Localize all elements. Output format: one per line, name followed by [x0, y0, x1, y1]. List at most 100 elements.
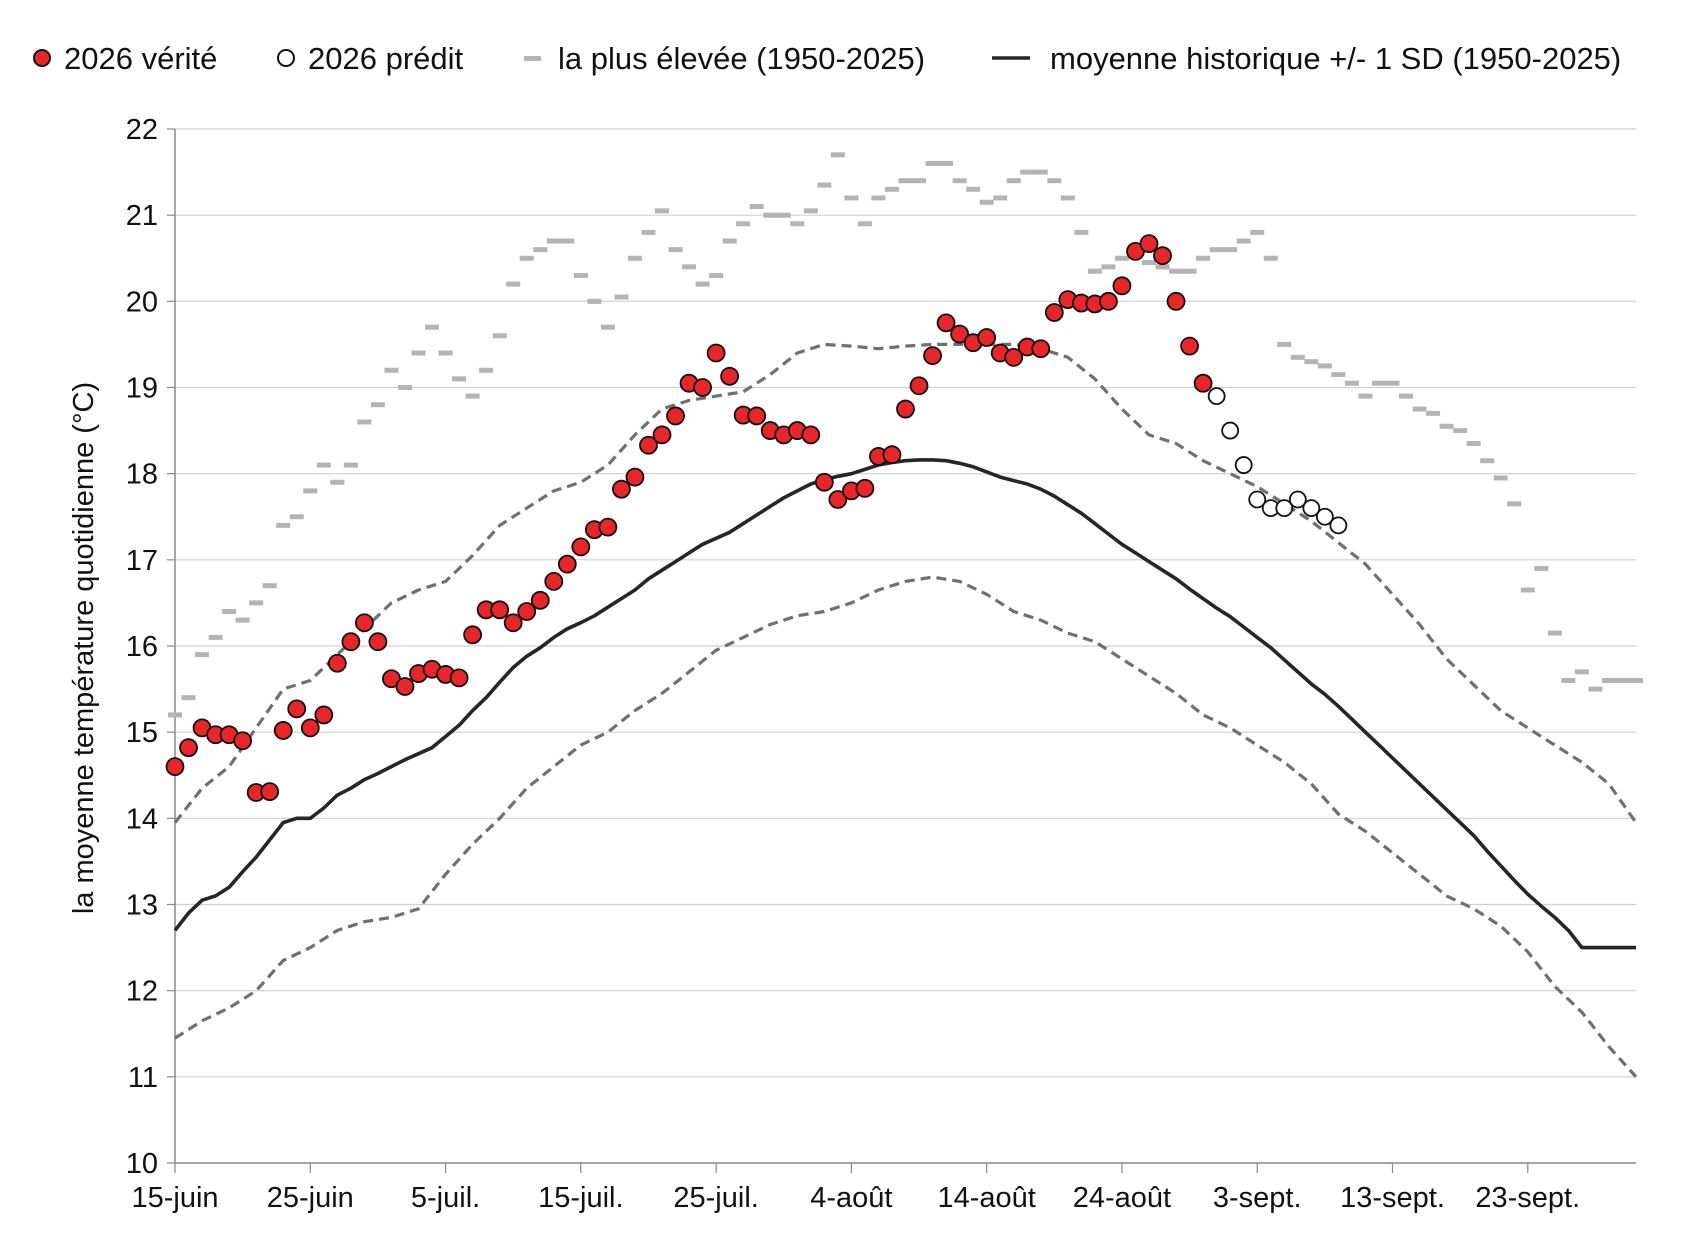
record-dash: [479, 367, 494, 373]
predicted-point: [1329, 516, 1348, 535]
record-dash: [912, 178, 927, 184]
observed-point: [814, 472, 834, 492]
x-tick-label: 5-juil.: [411, 1182, 480, 1214]
record-dash: [627, 255, 642, 261]
x-axis-ticks: 15-juin 25-juin 5-juil. 15-juil. 25-juil. 4-a…: [131, 1163, 1580, 1214]
record-dash: [425, 324, 440, 330]
observed-point: [1139, 234, 1159, 254]
record-dash: [614, 294, 629, 300]
record-dash: [790, 221, 805, 227]
observed-point: [693, 378, 712, 397]
record-dash: [1371, 380, 1386, 386]
y-axis-ticks: 10 11 12 13 14 15 16 17 18 19 20 21 22: [126, 114, 175, 1180]
record-dash: [1493, 475, 1508, 481]
record-dash: [1601, 677, 1616, 683]
record-dash: [857, 221, 872, 227]
observed-point: [598, 517, 618, 537]
record-dash: [817, 182, 832, 188]
record-dash: [384, 367, 399, 373]
legend-label-record: la plus élevée (1950-2025): [558, 41, 925, 76]
y-tick-label: 14: [126, 803, 158, 835]
grid: [174, 128, 1636, 1164]
record-dash: [492, 333, 507, 339]
y-tick-label: 19: [126, 373, 158, 405]
observed-point: [517, 602, 537, 621]
legend: 2026 vérité 2026 prédit la plus élevée (…: [33, 41, 1621, 76]
x-tick-label: 4-août: [810, 1182, 892, 1214]
record-dash: [1520, 587, 1535, 593]
record-dash: [1020, 169, 1035, 175]
predicted-point: [1234, 456, 1253, 474]
record-dash: [1006, 178, 1021, 184]
record-dash: [1087, 268, 1102, 274]
predicted-point: [1315, 507, 1334, 526]
y-tick-label: 18: [126, 459, 158, 491]
record-dash: [1615, 677, 1630, 683]
observed-point: [260, 782, 280, 802]
record-dash: [438, 350, 453, 356]
record-dash: [370, 402, 385, 408]
record-dash: [1074, 229, 1089, 235]
y-tick-label: 13: [126, 890, 158, 922]
record-dash: [1629, 677, 1643, 683]
record-dash: [1399, 393, 1414, 399]
observed-point: [287, 699, 307, 719]
record-dash: [966, 186, 981, 192]
x-tick-label: 25-juin: [267, 1182, 354, 1214]
record-dash: [1561, 677, 1576, 683]
observed-point: [909, 376, 929, 396]
record-dash: [357, 419, 372, 425]
legend-marker-observed: [33, 49, 51, 67]
x-tick-label: 14-août: [937, 1182, 1035, 1214]
observed-point: [1153, 246, 1172, 266]
record-dash: [343, 462, 358, 468]
predicted-point: [1221, 421, 1240, 440]
record-dash: [952, 178, 967, 184]
x-tick-label: 3-sept.: [1213, 1182, 1302, 1214]
sd-band-line: [174, 575, 1638, 1078]
record-dash: [600, 324, 615, 330]
observed-point: [449, 668, 469, 688]
x-tick-label: 15-juin: [131, 1182, 218, 1214]
observed-point: [977, 328, 997, 347]
record-dash: [1426, 410, 1441, 416]
record-dash: [573, 272, 588, 278]
observed-point: [882, 445, 902, 465]
observed-point: [1166, 291, 1186, 311]
observed-point: [395, 677, 415, 696]
observed-point: [936, 313, 956, 333]
observed-point: [855, 478, 875, 498]
record-dash: [1277, 341, 1292, 347]
record-dash: [722, 238, 737, 244]
observed-point: [1180, 336, 1199, 356]
record-dash: [763, 212, 778, 218]
record-dash: [1223, 247, 1238, 253]
legend-label-observed: 2026 vérité: [64, 41, 217, 76]
observed-point: [706, 343, 726, 363]
record-dash: [1196, 255, 1211, 261]
record-dash: [289, 514, 304, 520]
observed-point: [1044, 303, 1064, 322]
record-dash: [411, 350, 426, 356]
observed-point: [273, 721, 293, 740]
predicted-point: [1207, 387, 1226, 406]
record-dash: [871, 195, 886, 201]
sd-band-line: [173, 342, 1638, 824]
record-dash: [1574, 669, 1589, 675]
observed-point: [233, 731, 253, 751]
record-dash: [1588, 686, 1603, 692]
record-dash: [1182, 268, 1197, 274]
y-tick-label: 21: [126, 200, 158, 232]
observed-point: [300, 718, 320, 738]
record-dash: [316, 462, 331, 468]
record-dash: [1534, 565, 1549, 571]
record-dash: [465, 393, 480, 399]
observed-point: [314, 705, 334, 725]
y-axis-title: la moyenne température quotidienne (°C): [68, 382, 100, 914]
record-dash: [1290, 354, 1305, 360]
x-tick-label: 24-août: [1073, 1182, 1171, 1214]
record-dash: [546, 238, 561, 244]
record-dash: [1317, 363, 1332, 369]
record-dash: [736, 221, 751, 227]
